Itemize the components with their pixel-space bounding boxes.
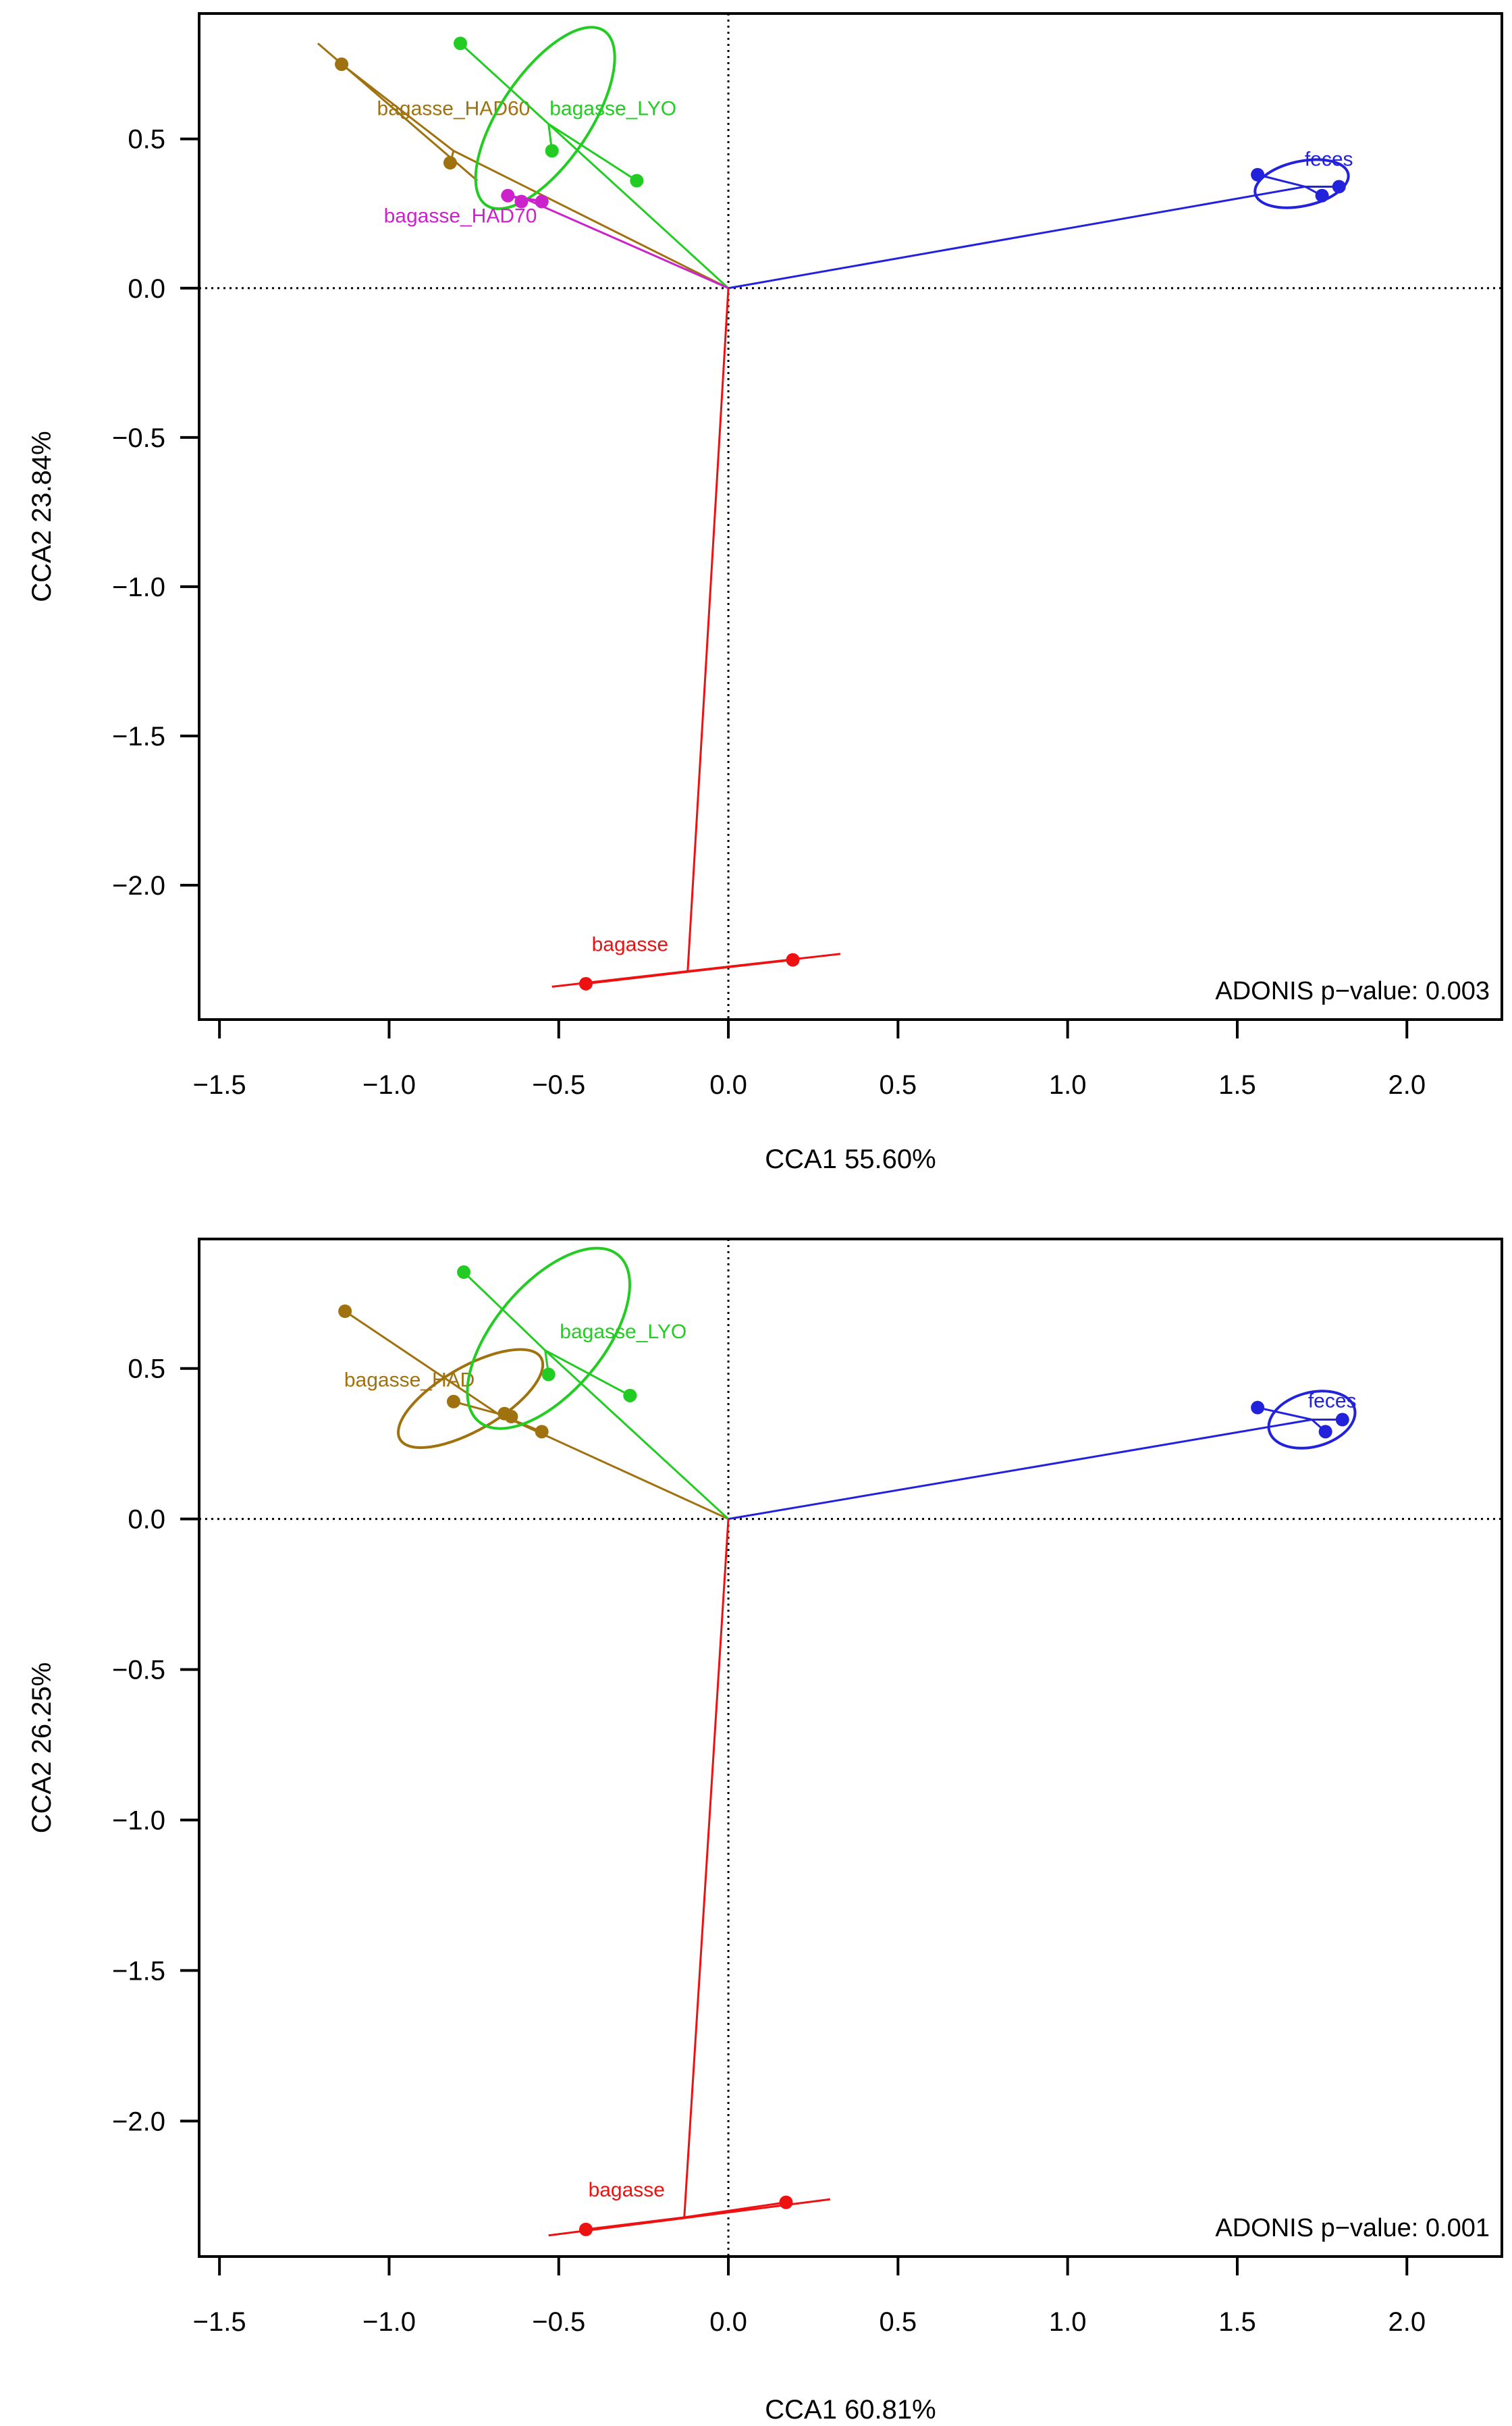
spider-line-bagasse-lyo	[544, 1349, 730, 1520]
x-tick-label: 1.0	[1049, 2307, 1087, 2337]
confidence-ellipse	[1267, 1390, 1357, 1450]
x-tick-label: 1.5	[1218, 1070, 1256, 1100]
data-point	[535, 194, 549, 209]
y-tick-label: −1.5	[112, 1956, 165, 1986]
y-tick-label: 0.0	[128, 274, 165, 304]
y-axis-label: CCA2 26.25%	[27, 1662, 57, 1833]
data-point	[545, 144, 559, 158]
y-tick-label: −0.5	[112, 1656, 165, 1685]
x-tick-label: −1.0	[362, 2307, 416, 2337]
data-point	[443, 156, 457, 170]
data-point	[501, 188, 515, 203]
y-tick-label: −1.5	[112, 722, 165, 751]
group-label: bagasse_HAD60	[377, 97, 531, 120]
y-tick-label: 0.5	[128, 125, 165, 155]
x-tick-label: 1.0	[1049, 1070, 1087, 1100]
y-tick-label: 0.5	[128, 1354, 165, 1384]
spider-spoke	[544, 1349, 631, 1397]
data-point	[1315, 188, 1329, 203]
group-label: bagasse_LYO	[549, 97, 676, 120]
x-tick-label: −0.5	[532, 1070, 585, 1100]
spider-line-bagasse	[683, 1519, 730, 2218]
adonis-annotation: ADONIS p−value: 0.001	[1215, 2214, 1490, 2242]
data-point	[1335, 1413, 1349, 1427]
y-axis-label: CCA2 23.84%	[27, 431, 57, 602]
cca-plot-2: −1.5 −1.0 −0.5 0.0 0.5 1.0 1.5 2.0 −2.0 −1.5 −1.0 −…	[27, 1238, 1503, 2425]
spider-line-feces	[728, 1419, 1312, 1521]
x-tick-label: −1.5	[193, 2307, 246, 2337]
x-tick-label: 2.0	[1388, 1070, 1426, 1100]
data-point	[541, 1367, 556, 1381]
data-point	[578, 976, 593, 991]
spider-spoke	[459, 43, 549, 125]
confidence-ellipse	[474, 26, 616, 211]
x-tick-label: 1.5	[1218, 2307, 1256, 2337]
data-point	[630, 174, 644, 188]
y-tick-label: −1.0	[112, 1806, 165, 1836]
cca-plot-1: −1.5 −1.0 −0.5 0.0 0.5 1.0 1.5 2.0 −2.0 −1.5 −1.0 −…	[27, 12, 1503, 1174]
data-point	[338, 1304, 352, 1319]
spider-spoke	[1257, 1406, 1312, 1421]
adonis-annotation: ADONIS p−value: 0.003	[1215, 977, 1490, 1005]
y-tick-label: −0.5	[112, 423, 165, 453]
data-point	[1318, 1425, 1332, 1439]
group-label: bagasse_HAD70	[384, 205, 537, 227]
x-axis-label: CCA1 55.60%	[765, 1144, 936, 1174]
spider-line-feces	[728, 185, 1305, 290]
group-label: bagasse_LYO	[560, 1321, 686, 1343]
group-label: feces	[1305, 148, 1353, 170]
x-tick-label: −1.5	[193, 1070, 246, 1100]
x-tick-label: 0.0	[709, 1070, 747, 1100]
spider-line-bagasse	[686, 288, 730, 972]
spider-spoke	[453, 1400, 498, 1415]
spider-spoke	[547, 123, 638, 182]
confidence-ellipse	[397, 1348, 545, 1449]
y-tick-label: −2.0	[112, 2107, 165, 2136]
data-point	[446, 1394, 460, 1408]
spider-line-bagasse-lyo	[547, 123, 730, 289]
data-point	[514, 194, 529, 209]
group-label: bagasse	[592, 933, 668, 955]
x-tick-label: 0.5	[880, 2307, 917, 2337]
spider-line-bagasse-had	[497, 1413, 729, 1521]
data-point	[1251, 1400, 1265, 1415]
group-label: bagasse	[589, 2179, 665, 2201]
y-tick-label: −1.0	[112, 573, 165, 602]
data-point	[335, 57, 349, 72]
data-point	[779, 2195, 793, 2209]
spider-spoke	[462, 1271, 546, 1352]
x-tick-label: 0.0	[709, 2307, 747, 2337]
y-tick-label: 0.0	[128, 1505, 165, 1535]
spider-spoke	[344, 1310, 499, 1415]
x-tick-label: −1.0	[362, 1070, 416, 1100]
data-point	[454, 36, 468, 51]
group-label: bagasse_HAD	[344, 1369, 475, 1391]
y-tick-label: −2.0	[112, 871, 165, 901]
plot-frame	[198, 12, 1503, 1021]
data-point	[1251, 167, 1265, 182]
confidence-ellipse	[1253, 158, 1350, 209]
data-point	[623, 1388, 637, 1402]
group-label: feces	[1308, 1390, 1357, 1413]
data-point	[457, 1265, 471, 1280]
data-point	[578, 2222, 593, 2236]
spider-line-bagasse-had60	[453, 150, 729, 290]
data-point	[786, 953, 800, 967]
spider-line-bagasse-had70	[524, 197, 729, 290]
x-tick-label: 2.0	[1388, 2307, 1426, 2337]
data-point	[504, 1410, 518, 1424]
plot-frame	[198, 1238, 1503, 2258]
data-point	[1332, 180, 1346, 194]
data-point	[535, 1425, 549, 1439]
x-tick-label: 0.5	[880, 1070, 917, 1100]
x-tick-label: −0.5	[532, 2307, 585, 2337]
x-axis-label: CCA1 60.81%	[765, 2395, 936, 2425]
confidence-ellipse	[466, 1246, 631, 1430]
